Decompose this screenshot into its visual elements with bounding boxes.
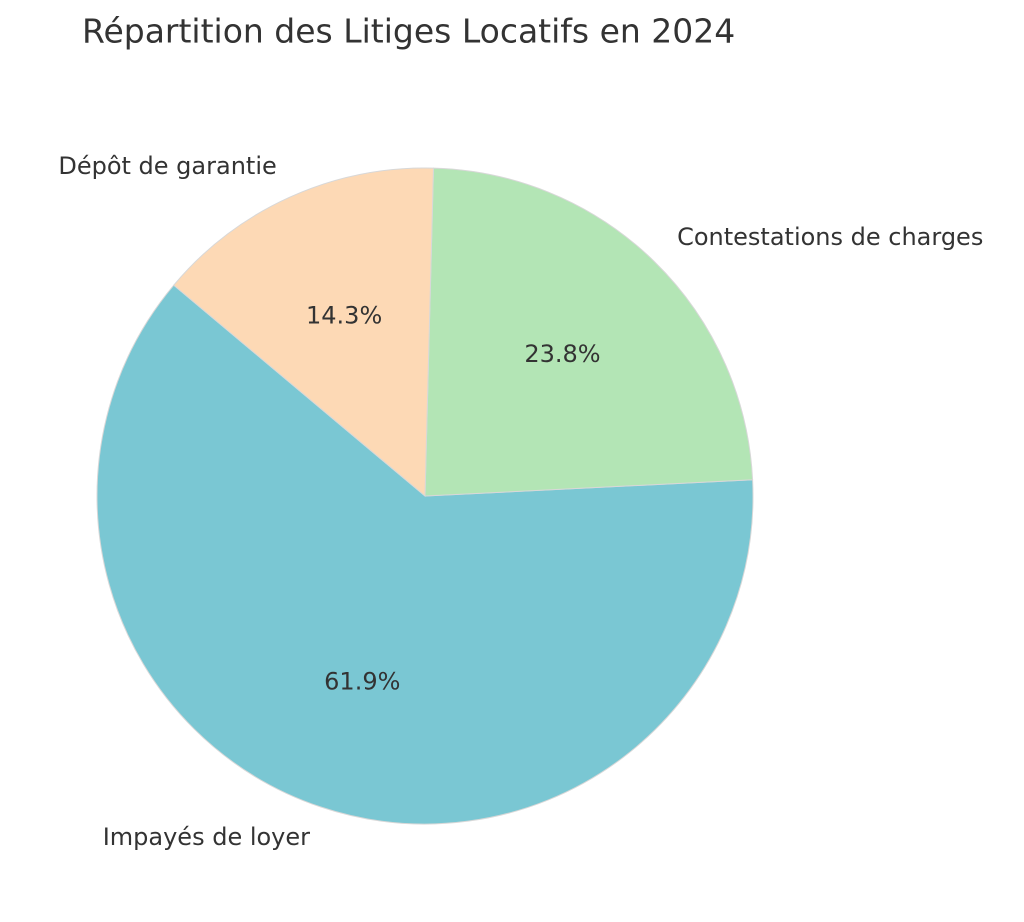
value-label: 23.8% [524, 340, 600, 368]
pie-slice [96, 284, 754, 825]
chart-title: Répartition des Litiges Locatifs en 2024 [82, 12, 735, 51]
slice-label: Impayés de loyer [103, 823, 310, 851]
value-label: 61.9% [324, 668, 400, 696]
value-label: 14.3% [306, 302, 382, 330]
pie-slice [424, 167, 754, 497]
slice-label: Dépôt de garantie [58, 152, 276, 180]
pie-slice [173, 167, 434, 498]
slice-label: Contestations de charges [677, 223, 983, 251]
